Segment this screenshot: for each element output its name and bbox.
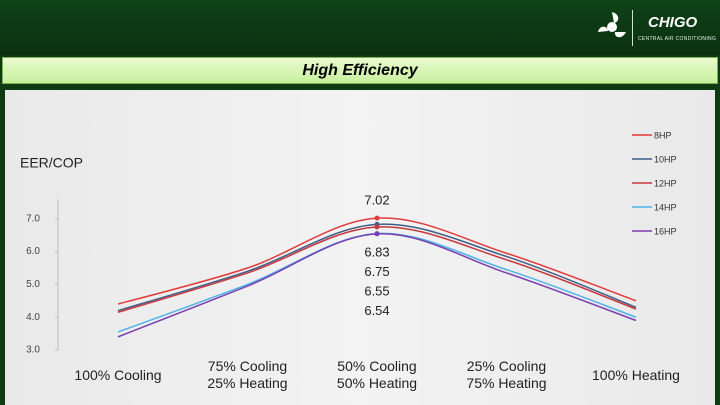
y-tick-label: 7.0 (26, 213, 40, 224)
legend-label: 14HP (654, 202, 677, 212)
legend-label: 12HP (654, 178, 677, 188)
chart-title: High Efficiency (302, 62, 418, 79)
peak-marker (374, 224, 380, 230)
tagline: CENTRAL AIR CONDITIONING (638, 36, 717, 42)
chart-panel (5, 90, 715, 405)
logo (598, 12, 626, 38)
x-tick-label: 100% Cooling (74, 366, 162, 383)
data-label: 6.75 (364, 264, 389, 279)
y-tick-label: 4.0 (26, 312, 40, 323)
y-tick-label: 3.0 (26, 345, 40, 356)
data-label: 7.02 (364, 192, 389, 207)
legend-label: 10HP (654, 154, 677, 164)
y-axis-label: EER/COP (20, 155, 83, 171)
x-tick-label: 50% Cooling 50% Heating (336, 358, 418, 391)
y-tick-label: 6.0 (26, 246, 40, 257)
peak-marker (374, 215, 380, 221)
x-tick-label: 100% Heating (592, 366, 680, 383)
x-tick-label: 75% Cooling 25% Heating (207, 358, 288, 391)
y-tick-label: 5.0 (26, 279, 40, 290)
legend-label: 8HP (654, 130, 672, 140)
data-label: 6.55 (364, 283, 389, 298)
x-tick-label: 25% Cooling 75% Heating (466, 358, 547, 391)
title-bar: High Efficiency (2, 57, 718, 84)
header: CHIGO CENTRAL AIR CONDITIONING (0, 0, 720, 55)
data-label: 6.54 (364, 303, 389, 318)
brand: CHIGO (648, 14, 698, 31)
legend-label: 16HP (654, 226, 677, 236)
peak-marker (374, 231, 380, 237)
data-label: 6.83 (364, 244, 389, 259)
